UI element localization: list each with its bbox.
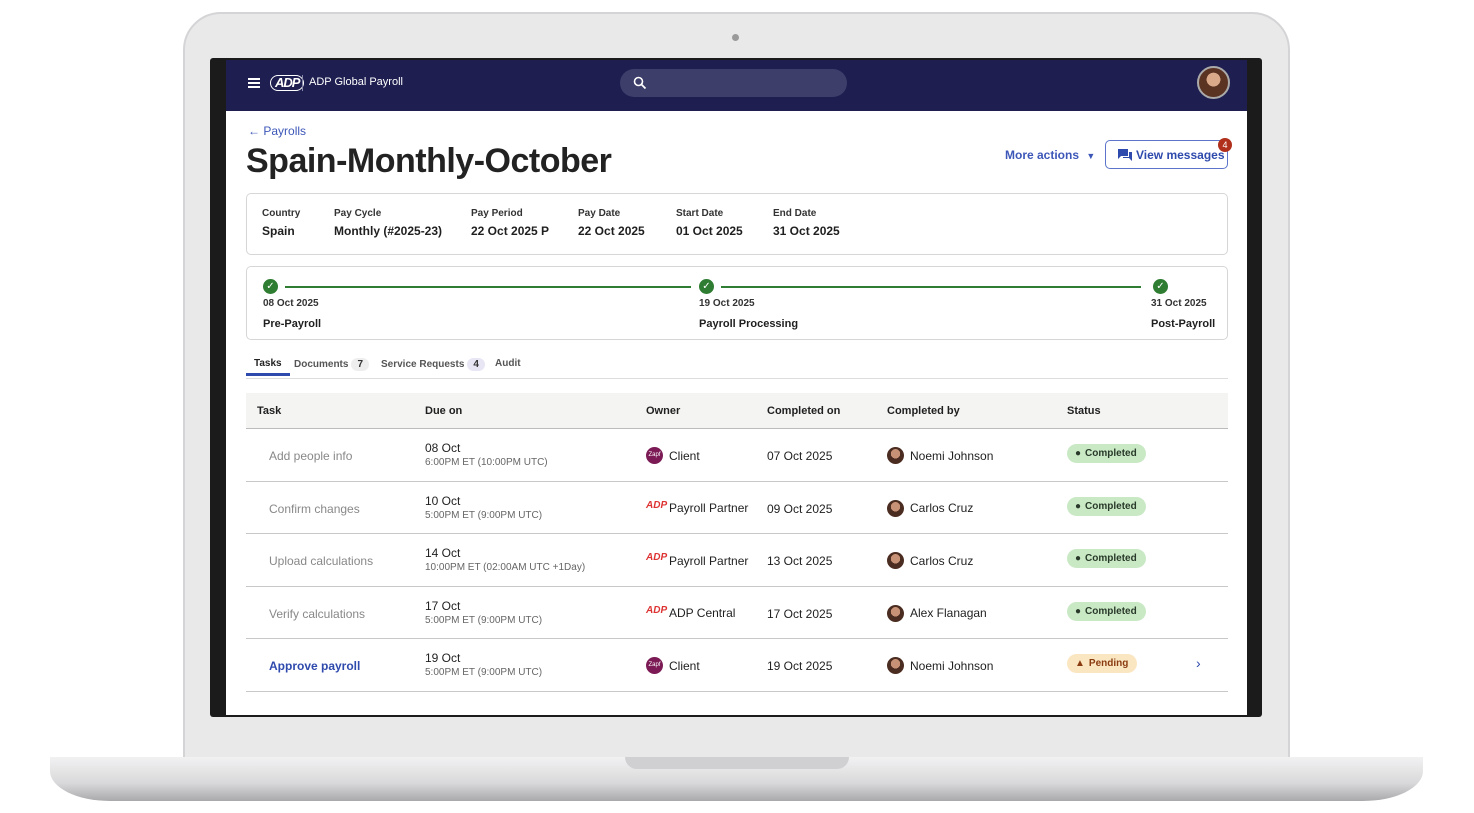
app-title: ADP Global Payroll: [309, 76, 403, 88]
table-row[interactable]: Approve payroll 19 Oct 5:00PM ET (9:00PM …: [246, 639, 1228, 692]
payroll-timeline: ✓ 08 Oct 2025 Pre-Payroll ✓ 19 Oct 2025 Payr…: [246, 266, 1228, 340]
status-badge: ● Completed: [1067, 601, 1146, 621]
info-pay-period: Pay Period 22 Oct 2025 P: [471, 208, 550, 238]
completed-on: 07 Oct 2025: [767, 449, 833, 463]
check-circle-icon: ✓: [263, 279, 278, 294]
status-badge: ● Completed: [1067, 444, 1146, 463]
camera: [732, 34, 739, 41]
completed-on: 17 Oct 2025: [767, 606, 833, 621]
person-avatar: [887, 604, 904, 622]
timeline-connector: [285, 286, 691, 288]
tab-audit[interactable]: Audit: [495, 358, 521, 369]
timeline-connector: [721, 286, 1141, 288]
check-circle-icon: ●: [1075, 605, 1082, 617]
completed-on: 13 Oct 2025: [767, 554, 833, 568]
message-count-badge: 4: [1218, 138, 1232, 152]
completed-by: Alex Flanagan: [887, 604, 987, 622]
timeline-step-payroll-processing: ✓ 19 Oct 2025 Payroll Processing: [699, 279, 799, 330]
person-avatar: [887, 552, 904, 569]
completed-by: Noemi Johnson: [887, 447, 993, 464]
task-name[interactable]: Approve payroll: [269, 659, 361, 673]
completed-on: 09 Oct 2025: [767, 501, 833, 516]
app-window: ADP ADP Global Payroll ← Payrolls Spain-…: [226, 60, 1247, 715]
check-circle-icon: ●: [1075, 553, 1082, 564]
completed-by: Carlos Cruz: [887, 499, 973, 517]
tab-bar: Tasks Documents 7 Service Requests 4 Audit: [246, 358, 1228, 379]
warning-icon: ▲: [1075, 658, 1085, 669]
completed-by: Noemi Johnson: [887, 657, 993, 674]
person-avatar: [887, 499, 904, 517]
more-actions-label: More actions: [1005, 148, 1080, 162]
tab-tasks[interactable]: Tasks: [246, 358, 290, 376]
owner: Zapf Client: [646, 657, 700, 674]
info-pay-cycle: Pay Cycle Monthly (#2025-23): [334, 208, 443, 238]
info-pay-date: Pay Date 22 Oct 2025: [578, 208, 645, 238]
status-badge: ● Completed: [1067, 496, 1146, 516]
client-logo-icon: Zapf: [646, 447, 663, 464]
adp-logo-icon: ADP: [646, 604, 668, 616]
check-circle-icon: ✓: [1153, 279, 1168, 294]
info-end-date: End Date 31 Oct 2025: [773, 208, 840, 238]
owner: ADP ADP Central: [646, 604, 736, 621]
caret-down-icon: ▼: [1086, 151, 1096, 161]
task-name: Confirm changes: [269, 501, 360, 516]
due-on: 17 Oct 5:00PM ET (9:00PM UTC): [425, 598, 543, 626]
view-messages-button[interactable]: View messages: [1105, 140, 1228, 169]
adp-logo-icon: ADP: [646, 499, 668, 511]
table-header: Task Due on Owner Completed on Completed…: [246, 393, 1228, 429]
check-circle-icon: ●: [1075, 448, 1082, 459]
due-on: 10 Oct 5:00PM ET (9:00PM UTC): [425, 493, 543, 521]
arrow-left-icon: ←: [248, 124, 260, 138]
due-on: 14 Oct 10:00PM ET (02:00AM UTC +1Day): [425, 546, 586, 573]
check-circle-icon: ●: [1075, 500, 1082, 512]
back-link[interactable]: ← Payrolls: [248, 124, 306, 138]
info-country: Country Spain: [262, 208, 301, 238]
service-requests-count: 4: [467, 358, 485, 371]
table-row[interactable]: Upload calculations 14 Oct 10:00PM ET (02…: [246, 534, 1228, 587]
tab-service-requests[interactable]: Service Requests 4: [381, 358, 485, 371]
status-badge: ▲ Pending: [1067, 654, 1138, 673]
person-avatar: [887, 657, 904, 674]
info-start-date: Start Date 01 Oct 2025: [676, 208, 743, 238]
owner: Zapf Client: [646, 447, 700, 464]
table-row[interactable]: Verify calculations 17 Oct 5:00PM ET (9:0…: [246, 587, 1228, 639]
client-logo-icon: Zapf: [646, 657, 663, 674]
more-actions-button[interactable]: More actions ▼: [1005, 148, 1095, 162]
laptop-notch: [625, 757, 849, 769]
hamburger-menu-icon[interactable]: [248, 78, 260, 88]
view-messages-label: View messages: [1136, 148, 1225, 162]
due-on: 19 Oct 5:00PM ET (9:00PM UTC): [425, 651, 543, 678]
status-badge: ● Completed: [1067, 549, 1146, 568]
adp-logo: ADP: [270, 75, 305, 91]
task-name: Upload calculations: [269, 554, 374, 568]
completed-on: 19 Oct 2025: [767, 659, 833, 673]
page-title: Spain-Monthly-October: [246, 142, 612, 180]
adp-logo-icon: ADP: [646, 552, 668, 563]
documents-count: 7: [351, 358, 370, 371]
chevron-right-icon[interactable]: ›: [1196, 655, 1201, 671]
divider: [302, 75, 303, 91]
owner: ADP Payroll Partner: [646, 552, 749, 568]
tasks-table: Task Due on Owner Completed on Completed…: [246, 393, 1228, 692]
due-on: 08 Oct 6:00PM ET (10:00PM UTC): [425, 441, 548, 468]
table-row[interactable]: Confirm changes 10 Oct 5:00PM ET (9:00PM …: [246, 482, 1228, 534]
owner: ADP Payroll Partner: [646, 499, 749, 516]
timeline-step-pre-payroll: ✓ 08 Oct 2025 Pre-Payroll: [263, 279, 322, 330]
check-circle-icon: ✓: [699, 279, 714, 294]
search-icon: [633, 76, 647, 90]
completed-by: Carlos Cruz: [887, 552, 973, 569]
top-bar: ADP ADP Global Payroll: [226, 60, 1247, 111]
timeline-step-post-payroll: ✓ 31 Oct 2025 Post-Payroll: [1151, 279, 1216, 330]
person-avatar: [887, 447, 904, 464]
payroll-info-card: Country Spain Pay Cycle Monthly (#2025-23)…: [246, 193, 1228, 255]
back-link-label: Payrolls: [263, 124, 307, 138]
table-row[interactable]: Add people info 08 Oct 6:00PM ET (10:00PM…: [246, 429, 1228, 482]
user-avatar[interactable]: [1197, 66, 1230, 99]
search-input[interactable]: [620, 69, 847, 97]
chat-icon: [1118, 149, 1132, 161]
task-name: Verify calculations: [269, 606, 366, 621]
tab-documents[interactable]: Documents 7: [294, 358, 370, 371]
task-name: Add people info: [269, 449, 353, 463]
